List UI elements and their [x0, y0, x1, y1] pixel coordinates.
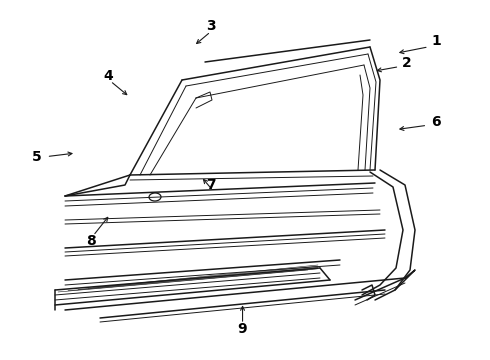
Text: 9: 9 [238, 323, 247, 336]
Text: 2: 2 [402, 56, 412, 70]
Text: 7: 7 [206, 179, 216, 192]
Text: 5: 5 [32, 150, 42, 163]
Text: 4: 4 [103, 69, 113, 82]
Text: 3: 3 [206, 19, 216, 33]
Text: 8: 8 [86, 234, 96, 248]
Text: 6: 6 [431, 116, 441, 129]
Text: 1: 1 [431, 35, 441, 48]
